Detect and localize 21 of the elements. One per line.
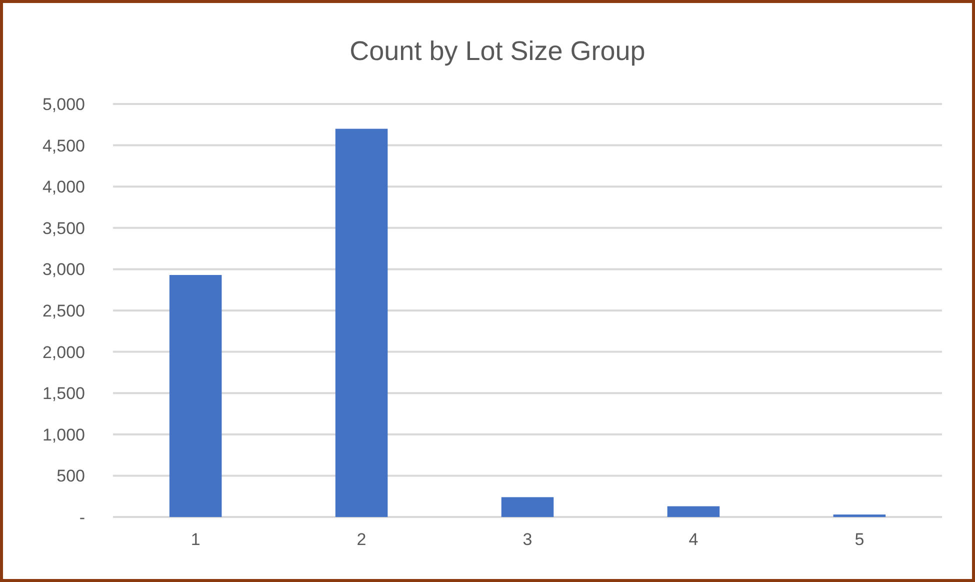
- x-tick-label: 5: [854, 530, 864, 549]
- chart-title: Count by Lot Size Group: [350, 36, 646, 66]
- y-tick-label: 5,000: [42, 94, 85, 114]
- y-tick-label: 500: [56, 466, 85, 486]
- y-tick-label: 2,000: [42, 342, 85, 362]
- y-tick-label: 3,500: [42, 218, 85, 238]
- y-tick-label: -: [79, 508, 85, 527]
- y-tick-label: 3,000: [42, 260, 85, 280]
- y-tick-label: 4,000: [42, 178, 85, 197]
- x-tick-label: 3: [522, 530, 532, 549]
- x-tick-label: 4: [688, 530, 698, 549]
- bar: [501, 497, 554, 517]
- bar: [169, 274, 222, 517]
- y-tick-label: 1,000: [42, 425, 85, 444]
- bar: [335, 128, 388, 517]
- x-tick-label: 1: [190, 530, 200, 549]
- y-tick-label: 1,500: [42, 384, 85, 404]
- y-tick-label: 4,500: [42, 136, 85, 156]
- x-tick-label: 2: [356, 530, 366, 549]
- y-tick-label: 2,500: [42, 301, 85, 320]
- bar: [667, 506, 720, 517]
